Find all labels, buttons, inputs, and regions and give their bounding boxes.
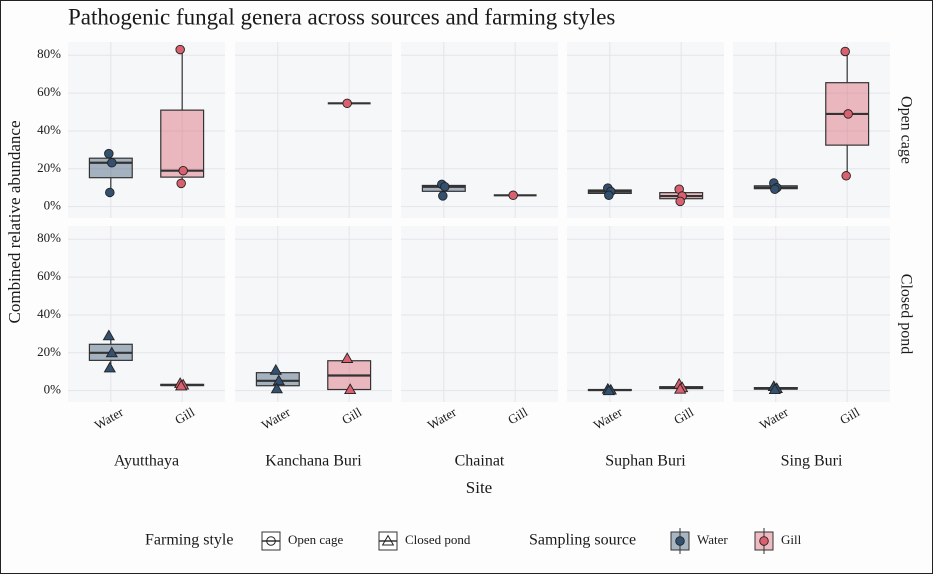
y-tick-label: 0%	[44, 198, 62, 213]
y-tick-label: 60%	[37, 84, 61, 99]
legend-title: Sampling source	[529, 532, 636, 549]
x-axis-label: Site	[466, 478, 492, 497]
legend-title: Farming style	[145, 532, 233, 549]
column-strip-label: Kanchana Buri	[265, 453, 362, 470]
data-point	[105, 346, 118, 358]
data-point	[768, 383, 781, 394]
column-strip-label: Ayutthaya	[114, 453, 179, 470]
y-tick-label: 0%	[44, 382, 62, 397]
data-point	[438, 191, 448, 201]
data-point	[674, 382, 687, 394]
data-point	[269, 363, 282, 375]
y-tick-label: 60%	[37, 268, 61, 283]
panel-background	[68, 42, 225, 218]
panel-background	[235, 42, 392, 218]
data-point	[107, 157, 117, 168]
panel-background	[401, 42, 558, 218]
column-strip-label: Sing Buri	[781, 453, 843, 470]
data-point	[440, 182, 450, 192]
legend-symbol	[675, 536, 685, 546]
data-point	[344, 383, 357, 394]
data-point	[104, 148, 114, 159]
panel-background	[68, 226, 225, 402]
data-point	[175, 44, 185, 55]
y-tick-label: 40%	[37, 122, 61, 137]
panel-background	[567, 226, 724, 402]
chart-title: Pathogenic fungal genera across sources …	[68, 4, 615, 29]
legend-symbol	[381, 534, 395, 546]
data-point	[675, 196, 685, 207]
data-point	[102, 329, 115, 341]
data-point	[341, 352, 354, 363]
y-tick-label: 20%	[37, 160, 61, 175]
panel-background	[567, 42, 724, 218]
legend-label: Water	[697, 532, 728, 547]
column-strip-label: Chainat	[455, 453, 505, 470]
legend-label: Closed pond	[405, 532, 471, 547]
data-point	[175, 379, 188, 391]
data-point	[602, 384, 615, 396]
data-point	[841, 171, 851, 181]
panel-background	[733, 226, 890, 402]
data-point	[604, 190, 614, 201]
box	[160, 109, 205, 178]
data-point	[178, 165, 188, 176]
y-tick-label: 80%	[37, 230, 61, 245]
data-point	[342, 98, 352, 109]
panel-background	[401, 226, 558, 402]
data-point	[508, 190, 518, 201]
data-point	[176, 178, 186, 189]
y-tick-label: 20%	[37, 344, 61, 359]
row-strip-label: Open cage	[897, 96, 914, 164]
legend-label: Gill	[781, 532, 802, 547]
y-tick-label: 80%	[37, 46, 61, 61]
data-point	[270, 382, 283, 394]
data-point	[843, 109, 853, 119]
data-point	[840, 46, 850, 57]
y-axis-label: Combined relative abundance	[5, 121, 24, 324]
data-point	[272, 374, 285, 386]
data-point	[103, 361, 116, 373]
data-point	[105, 187, 115, 198]
legend-label: Open cage	[288, 532, 343, 547]
row-strip-label: Closed pond	[897, 274, 914, 354]
column-strip-label: Suphan Buri	[605, 453, 686, 470]
data-point	[770, 184, 780, 194]
legend-symbol	[266, 536, 276, 546]
y-tick-label: 40%	[37, 306, 61, 321]
legend-symbol	[759, 536, 769, 546]
